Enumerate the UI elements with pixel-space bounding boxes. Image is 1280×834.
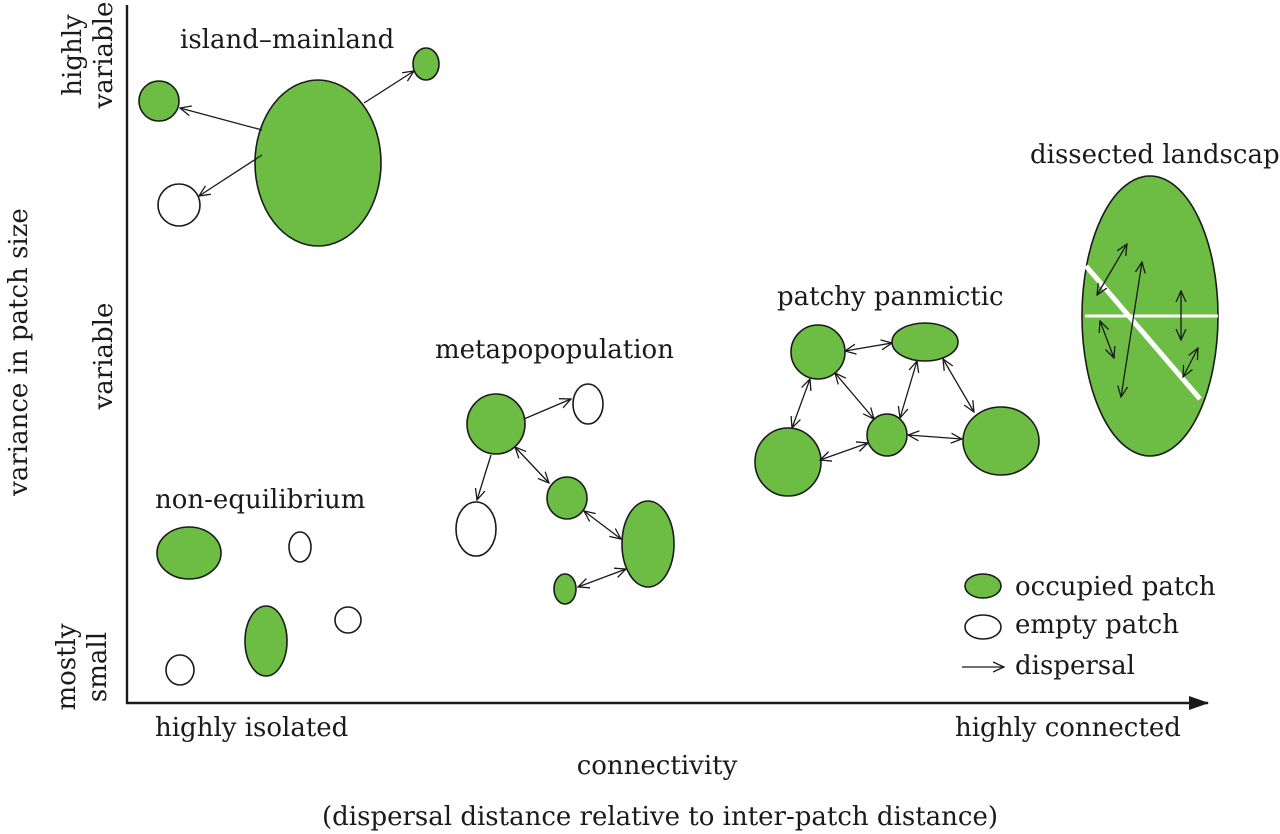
legend-empty-label: empty patch: [1015, 610, 1179, 640]
island-patch-occupied: [412, 47, 440, 81]
legend-dispersal-label: dispersal: [1015, 651, 1135, 681]
legend-occupied-swatch: [964, 573, 1002, 599]
island-patch-occupied: [138, 80, 180, 122]
dispersal-arrow: [908, 435, 962, 439]
y-tick-small: small: [83, 632, 113, 702]
x-axis-title: connectivity: [577, 751, 738, 781]
island-patch-empty: [157, 183, 201, 227]
dispersal-arrow: [1121, 262, 1142, 397]
legend: occupied patch empty patch dispersal: [962, 572, 1216, 681]
occupied-patch: [553, 573, 577, 605]
y-tick-variable-top: variable: [89, 2, 119, 110]
occupied-patch: [244, 605, 288, 677]
empty-patch: [572, 383, 604, 425]
legend-empty-swatch: [964, 614, 1002, 640]
label-patchy-panmictic: patchy panmictic: [777, 282, 1004, 312]
dispersal-arrow: [584, 511, 621, 539]
dispersal-arrow: [578, 569, 626, 587]
occupied-patch: [962, 406, 1040, 476]
dispersal-arrow: [792, 379, 810, 428]
occupied-patch: [156, 526, 222, 580]
occupied-patch: [754, 427, 822, 497]
y-tick-highly: highly: [58, 14, 88, 96]
dispersal-arrow: [943, 359, 974, 412]
dispersal-arrow: [199, 154, 263, 196]
y-tick-variable: variable: [89, 303, 119, 411]
dispersal-arrow: [1183, 348, 1198, 377]
dispersal-arrow: [180, 108, 263, 131]
dispersal-arrow: [363, 71, 414, 104]
label-dissected-landscape: dissected landscape: [1030, 140, 1280, 170]
patchy-panmictic-group: [754, 322, 1040, 497]
occupied-patch: [790, 324, 846, 380]
label-island-mainland: island–mainland: [180, 25, 394, 55]
dispersal-arrow: [900, 361, 917, 418]
dissected-landscape-group: [1081, 175, 1219, 457]
empty-patch: [165, 654, 195, 686]
occupied-patch: [621, 500, 675, 588]
dispersal-arrow: [820, 443, 868, 460]
dispersal-arrow: [1100, 321, 1114, 358]
x-tick-highly-isolated: highly isolated: [155, 713, 348, 743]
empty-patch: [334, 606, 362, 634]
label-metapopulation: metapopopulation: [435, 335, 674, 365]
label-non-equilibrium: non-equilibrium: [155, 485, 365, 515]
island-mainland-group: [138, 47, 440, 247]
empty-patch: [455, 501, 497, 557]
dispersal-arrow: [477, 454, 492, 500]
occupied-patch: [546, 476, 588, 520]
occupied-patch: [466, 393, 526, 455]
non-equilibrium-group: [156, 526, 362, 686]
mainland-patch: [254, 79, 382, 247]
dispersal-arrow: [835, 373, 874, 419]
occupied-patch: [891, 322, 959, 362]
metapopulation-group: [455, 383, 675, 605]
y-axis-title: variance in patch size: [4, 208, 34, 497]
dispersal-arrow: [845, 343, 892, 351]
x-tick-highly-connected: highly connected: [955, 713, 1181, 743]
dispersal-arrow: [515, 447, 549, 483]
empty-patch: [288, 531, 312, 563]
dispersal-arrow: [523, 399, 571, 420]
x-axis-subtitle: (dispersal distance relative to inter-pa…: [322, 802, 998, 832]
legend-occupied-label: occupied patch: [1015, 572, 1216, 602]
y-tick-mostly: mostly: [52, 623, 82, 710]
occupied-patch: [866, 413, 908, 457]
dispersal-arrow: [1097, 244, 1127, 295]
